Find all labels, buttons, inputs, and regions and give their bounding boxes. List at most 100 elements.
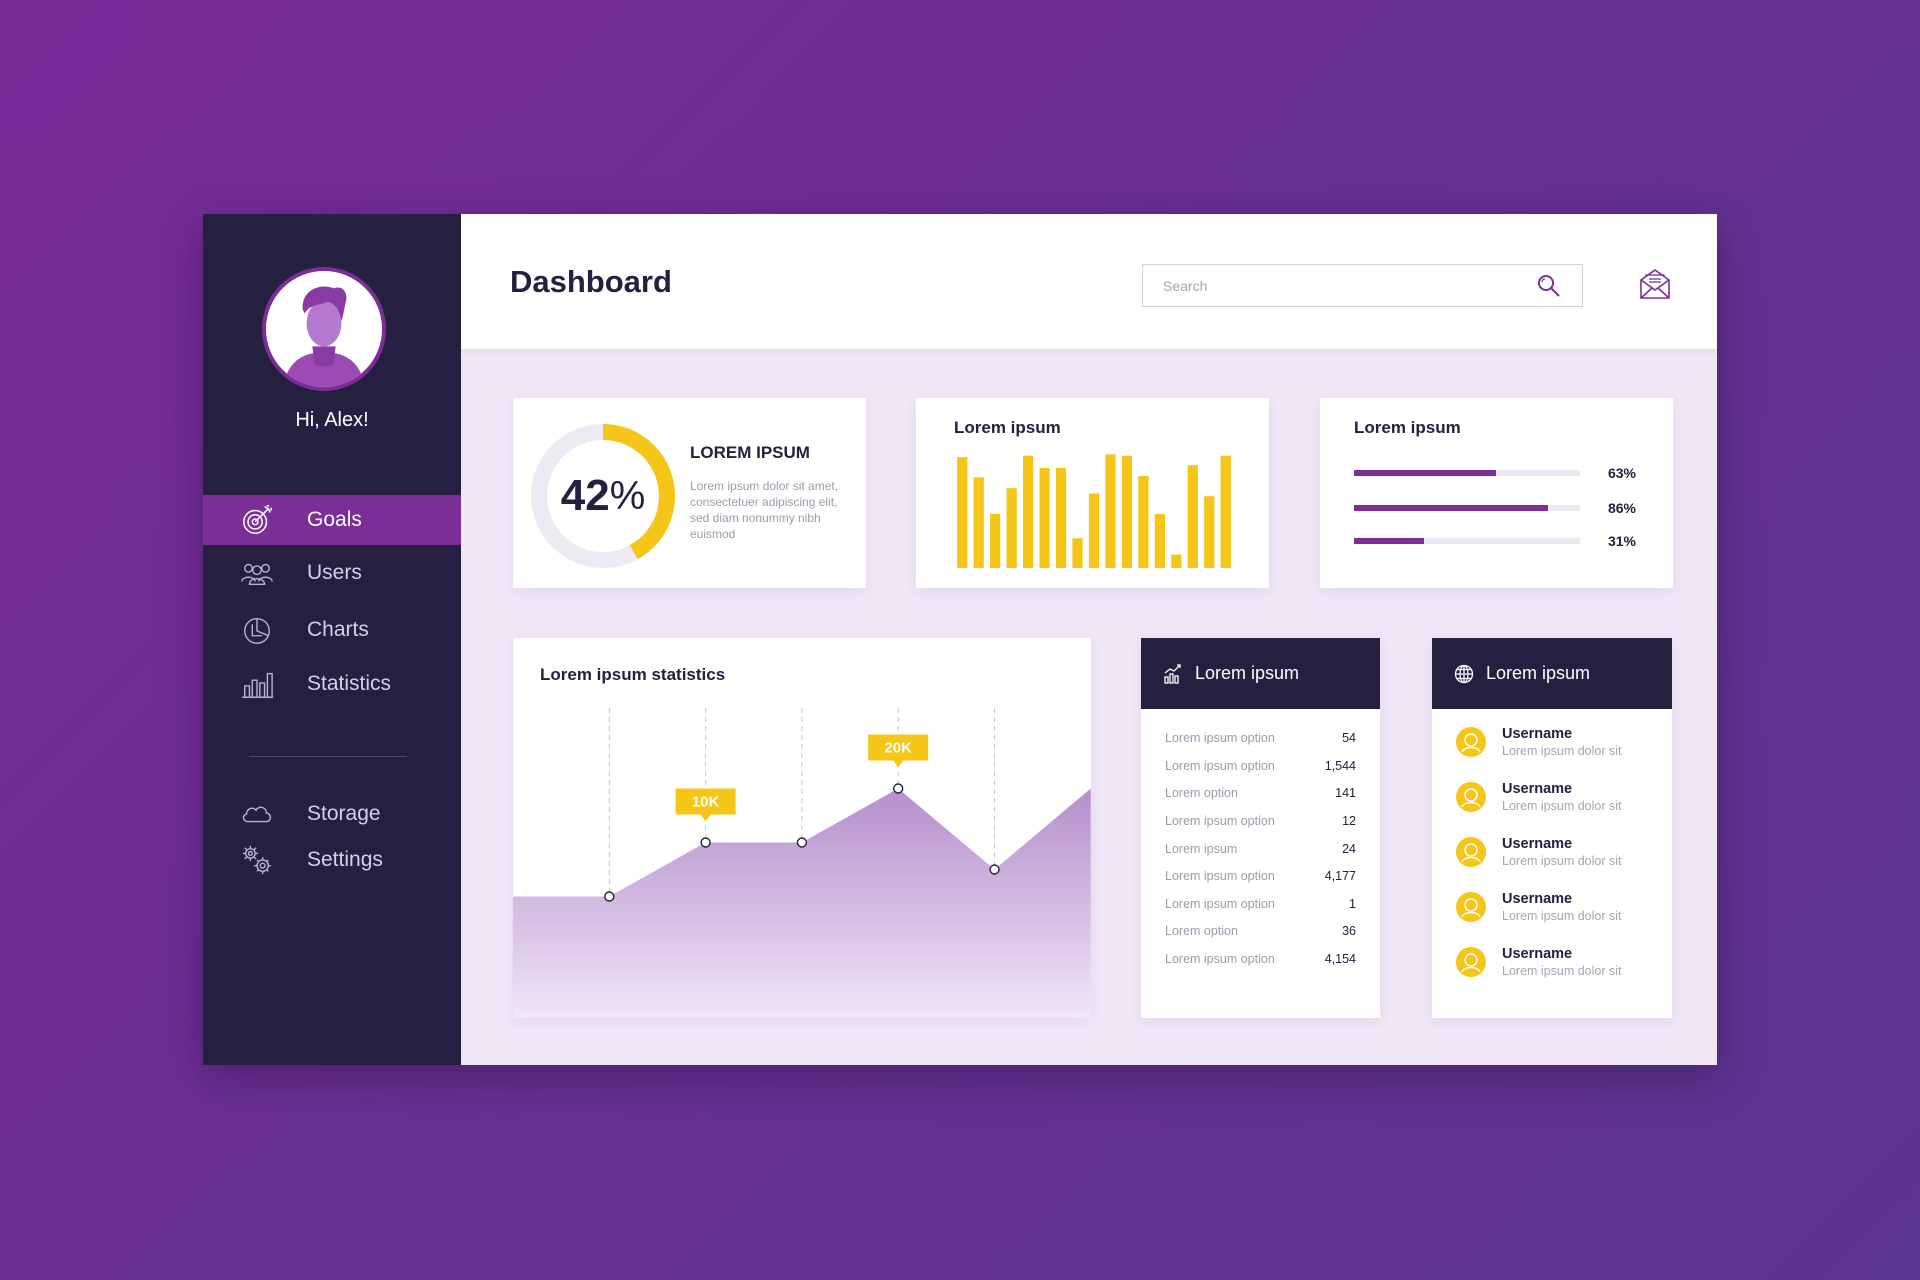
user-subtitle: Lorem ipsum dolor sit <box>1502 963 1622 978</box>
dashboard-window: Hi, Alex! Goals Users <box>203 214 1717 1065</box>
option-value: 36 <box>1342 924 1356 938</box>
sidebar-item-storage[interactable]: Storage <box>203 789 461 839</box>
svg-text:20K: 20K <box>884 740 912 757</box>
option-value: 4,177 <box>1324 869 1356 883</box>
bar-chart-title: Lorem ipsum <box>954 418 1061 437</box>
bar <box>1055 467 1067 568</box>
data-point[interactable] <box>989 864 1000 875</box>
data-point[interactable] <box>796 837 808 848</box>
bar <box>1154 513 1165 568</box>
main-content: Dashboard 42% LOREM IPSUM Lorem ip <box>461 214 1717 1065</box>
data-label: 10K <box>675 788 736 822</box>
users-card: Lorem ipsum Username Lorem ipsum dolor si… <box>1432 638 1672 1018</box>
option-label: Lorem ipsum option <box>1165 869 1275 883</box>
option-label: Lorem option <box>1165 924 1238 938</box>
user-icon <box>1456 892 1486 922</box>
sidebar-item-label: Storage <box>307 802 381 825</box>
data-point[interactable] <box>604 891 615 902</box>
user-icon <box>1456 837 1486 867</box>
options-card-title: Lorem ipsum <box>1195 663 1300 683</box>
donut-card: 42% LOREM IPSUM Lorem ipsum dolor sit am… <box>513 398 866 588</box>
search-icon[interactable] <box>1536 273 1562 299</box>
list-item: Lorem ipsum option 4,154 <box>1165 950 1356 968</box>
user-avatar-icon <box>266 271 382 387</box>
sidebar-item-users[interactable]: Users <box>203 548 461 598</box>
list-item: Lorem option 36 <box>1165 922 1356 940</box>
sidebar-item-label: Statistics <box>307 672 392 695</box>
list-item: Lorem ipsum option 54 <box>1165 729 1356 747</box>
bar <box>1105 454 1116 568</box>
bar <box>1072 538 1083 568</box>
donut-card-title: LOREM IPSUM <box>690 443 810 462</box>
list-item[interactable]: Username Lorem ipsum dolor sit <box>1456 777 1656 817</box>
mail-icon[interactable] <box>1638 267 1672 301</box>
sidebar-item-settings[interactable]: Settings <box>203 835 461 885</box>
bar-chart-card: Lorem ipsum <box>916 398 1269 588</box>
bar <box>1023 455 1034 568</box>
option-value: 54 <box>1342 731 1356 745</box>
option-label: Lorem ipsum option <box>1165 759 1275 773</box>
progress-row: 86% <box>1354 499 1636 517</box>
data-label: 20K <box>868 734 929 768</box>
bar <box>990 513 1001 568</box>
user-subtitle: Lorem ipsum dolor sit <box>1502 908 1622 923</box>
sidebar-item-label: Goals <box>307 508 362 531</box>
list-item: Lorem ipsum 24 <box>1165 840 1356 858</box>
option-value: 1,544 <box>1324 759 1356 773</box>
user-subtitle: Lorem ipsum dolor sit <box>1502 798 1622 813</box>
bar <box>1171 554 1182 568</box>
data-point[interactable] <box>893 783 904 794</box>
area-series <box>513 788 1091 1018</box>
globe-icon <box>1454 664 1474 683</box>
progress-fill <box>1354 470 1497 476</box>
donut-arc <box>531 424 675 568</box>
greeting: Hi, Alex! <box>295 409 369 431</box>
sidebar-item-label: Settings <box>307 848 383 871</box>
avatar[interactable] <box>262 267 386 391</box>
list-item: Lorem ipsum option 12 <box>1165 812 1356 830</box>
bar-chart <box>957 454 1231 568</box>
user-icon <box>1456 782 1486 812</box>
progress-row: 63% <box>1354 464 1636 482</box>
donut-number: 42 <box>560 471 610 520</box>
option-label: Lorem option <box>1165 786 1238 800</box>
bar <box>1121 455 1133 568</box>
sidebar-item-charts[interactable]: Charts <box>203 605 461 655</box>
data-point[interactable] <box>700 837 711 848</box>
bar <box>1039 467 1050 568</box>
list-item: Lorem ipsum option 1 <box>1165 895 1356 913</box>
progress-label: 31% <box>1607 533 1636 549</box>
bar <box>1204 496 1215 568</box>
search-box <box>1142 264 1583 307</box>
progress-track <box>1354 470 1580 476</box>
search-input[interactable] <box>1163 277 1536 294</box>
user-name: Username <box>1502 890 1573 907</box>
option-value: 24 <box>1342 842 1356 856</box>
user-name: Username <box>1502 780 1573 797</box>
option-value: 141 <box>1335 786 1356 800</box>
user-name: Username <box>1502 945 1573 962</box>
progress-label: 86% <box>1607 500 1636 516</box>
sidebar-item-statistics[interactable]: Statistics <box>203 659 461 709</box>
list-item[interactable]: Username Lorem ipsum dolor sit <box>1456 887 1656 927</box>
progress-row: 31% <box>1354 532 1636 550</box>
donut-chart <box>531 424 675 568</box>
option-value: 12 <box>1342 814 1356 828</box>
donut-value: 42% <box>529 422 677 570</box>
user-subtitle: Lorem ipsum dolor sit <box>1502 743 1622 758</box>
list-item[interactable]: Username Lorem ipsum dolor sit <box>1456 722 1656 762</box>
user-name: Username <box>1502 725 1573 742</box>
bar <box>1138 476 1149 568</box>
sidebar-item-goals[interactable]: Goals <box>203 495 461 545</box>
users-card-header: Lorem ipsum <box>1432 638 1672 709</box>
bar <box>1088 493 1100 568</box>
option-label: Lorem ipsum <box>1165 842 1238 856</box>
list-item[interactable]: Username Lorem ipsum dolor sit <box>1456 942 1656 982</box>
list-item: Lorem ipsum option 4,177 <box>1165 867 1356 885</box>
sidebar: Hi, Alex! Goals Users <box>203 214 461 1065</box>
donut-unit: % <box>609 473 646 518</box>
option-label: Lorem ipsum option <box>1165 897 1275 911</box>
list-item[interactable]: Username Lorem ipsum dolor sit <box>1456 832 1656 872</box>
donut-card-description: Lorem ipsum dolor sit amet, consectetuer… <box>690 479 839 541</box>
users-icon <box>239 555 275 591</box>
